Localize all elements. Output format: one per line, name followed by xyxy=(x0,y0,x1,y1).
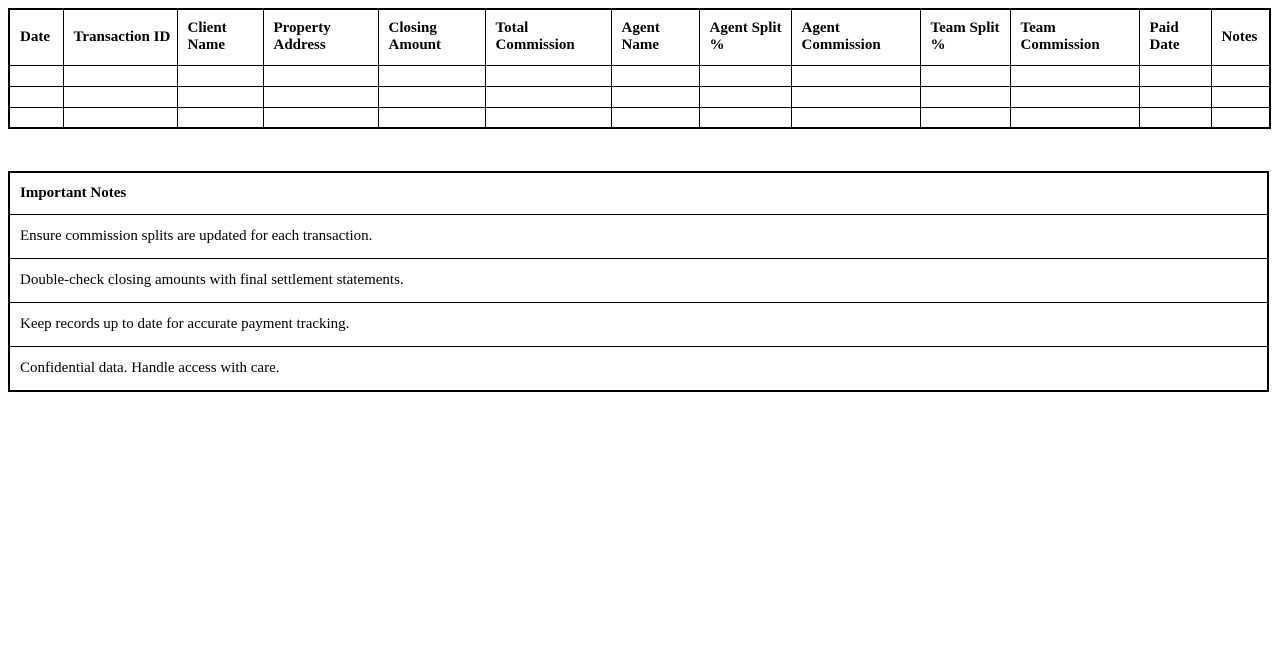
table-row xyxy=(8,106,1271,129)
empty-cell-closing-amount[interactable] xyxy=(377,106,486,129)
table-row xyxy=(8,64,1271,87)
empty-cell-property-address[interactable] xyxy=(262,85,379,108)
empty-cell-closing-amount[interactable] xyxy=(377,64,486,87)
col-header-agent-commission: Agent Commission xyxy=(790,8,921,66)
empty-cell-paid-date[interactable] xyxy=(1138,64,1212,87)
col-header-notes: Notes xyxy=(1210,8,1271,66)
note-item: Double-check closing amounts with final … xyxy=(8,258,1269,303)
empty-cell-team-commission[interactable] xyxy=(1009,64,1140,87)
empty-cell-client-name[interactable] xyxy=(176,64,264,87)
col-header-transaction-id: Transaction ID xyxy=(62,8,178,66)
col-header-agent-name: Agent Name xyxy=(610,8,700,66)
important-notes-table: Important Notes Ensure commission splits… xyxy=(8,171,1269,392)
empty-cell-paid-date[interactable] xyxy=(1138,106,1212,129)
col-header-team-split: Team Split % xyxy=(919,8,1011,66)
col-header-closing-amount: Closing Amount xyxy=(377,8,486,66)
col-header-client-name: Client Name xyxy=(176,8,264,66)
empty-cell-date[interactable] xyxy=(8,64,64,87)
empty-cell-agent-split[interactable] xyxy=(698,64,792,87)
col-header-date: Date xyxy=(8,8,64,66)
note-item: Confidential data. Handle access with ca… xyxy=(8,346,1269,392)
col-header-paid-date: Paid Date xyxy=(1138,8,1212,66)
empty-cell-client-name[interactable] xyxy=(176,85,264,108)
empty-cell-client-name[interactable] xyxy=(176,106,264,129)
empty-cell-team-commission[interactable] xyxy=(1009,106,1140,129)
empty-cell-property-address[interactable] xyxy=(262,106,379,129)
empty-cell-date[interactable] xyxy=(8,106,64,129)
empty-cell-transaction-id[interactable] xyxy=(62,64,178,87)
note-item: Ensure commission splits are updated for… xyxy=(8,214,1269,259)
empty-cell-agent-name[interactable] xyxy=(610,85,700,108)
commission-tracker-table: Date Transaction ID Client Name Property… xyxy=(8,8,1271,129)
empty-cell-agent-split[interactable] xyxy=(698,85,792,108)
empty-cell-team-split[interactable] xyxy=(919,64,1011,87)
empty-cell-total-commission[interactable] xyxy=(484,64,612,87)
empty-cell-total-commission[interactable] xyxy=(484,85,612,108)
empty-cell-team-commission[interactable] xyxy=(1009,85,1140,108)
empty-cell-transaction-id[interactable] xyxy=(62,85,178,108)
empty-cell-notes[interactable] xyxy=(1210,106,1271,129)
empty-cell-notes[interactable] xyxy=(1210,85,1271,108)
empty-cell-agent-commission[interactable] xyxy=(790,106,921,129)
empty-cell-team-split[interactable] xyxy=(919,106,1011,129)
empty-cell-agent-name[interactable] xyxy=(610,64,700,87)
empty-cell-agent-commission[interactable] xyxy=(790,64,921,87)
col-header-property-address: Property Address xyxy=(262,8,379,66)
note-row: Confidential data. Handle access with ca… xyxy=(8,346,1269,392)
note-row: Double-check closing amounts with final … xyxy=(8,258,1269,303)
empty-cell-agent-split[interactable] xyxy=(698,106,792,129)
table-row xyxy=(8,85,1271,108)
note-row: Keep records up to date for accurate pay… xyxy=(8,302,1269,347)
empty-cell-agent-name[interactable] xyxy=(610,106,700,129)
empty-cell-date[interactable] xyxy=(8,85,64,108)
empty-cell-transaction-id[interactable] xyxy=(62,106,178,129)
empty-cell-agent-commission[interactable] xyxy=(790,85,921,108)
empty-cell-team-split[interactable] xyxy=(919,85,1011,108)
empty-cell-paid-date[interactable] xyxy=(1138,85,1212,108)
empty-cell-property-address[interactable] xyxy=(262,64,379,87)
note-row: Ensure commission splits are updated for… xyxy=(8,214,1269,259)
empty-cell-total-commission[interactable] xyxy=(484,106,612,129)
col-header-agent-split: Agent Split % xyxy=(698,8,792,66)
notes-title-row: Important Notes xyxy=(8,171,1269,215)
notes-title: Important Notes xyxy=(8,171,1269,215)
empty-cell-closing-amount[interactable] xyxy=(377,85,486,108)
col-header-total-commission: Total Commission xyxy=(484,8,612,66)
commission-table-header-row: Date Transaction ID Client Name Property… xyxy=(8,8,1271,66)
empty-cell-notes[interactable] xyxy=(1210,64,1271,87)
note-item: Keep records up to date for accurate pay… xyxy=(8,302,1269,347)
col-header-team-commission: Team Commission xyxy=(1009,8,1140,66)
